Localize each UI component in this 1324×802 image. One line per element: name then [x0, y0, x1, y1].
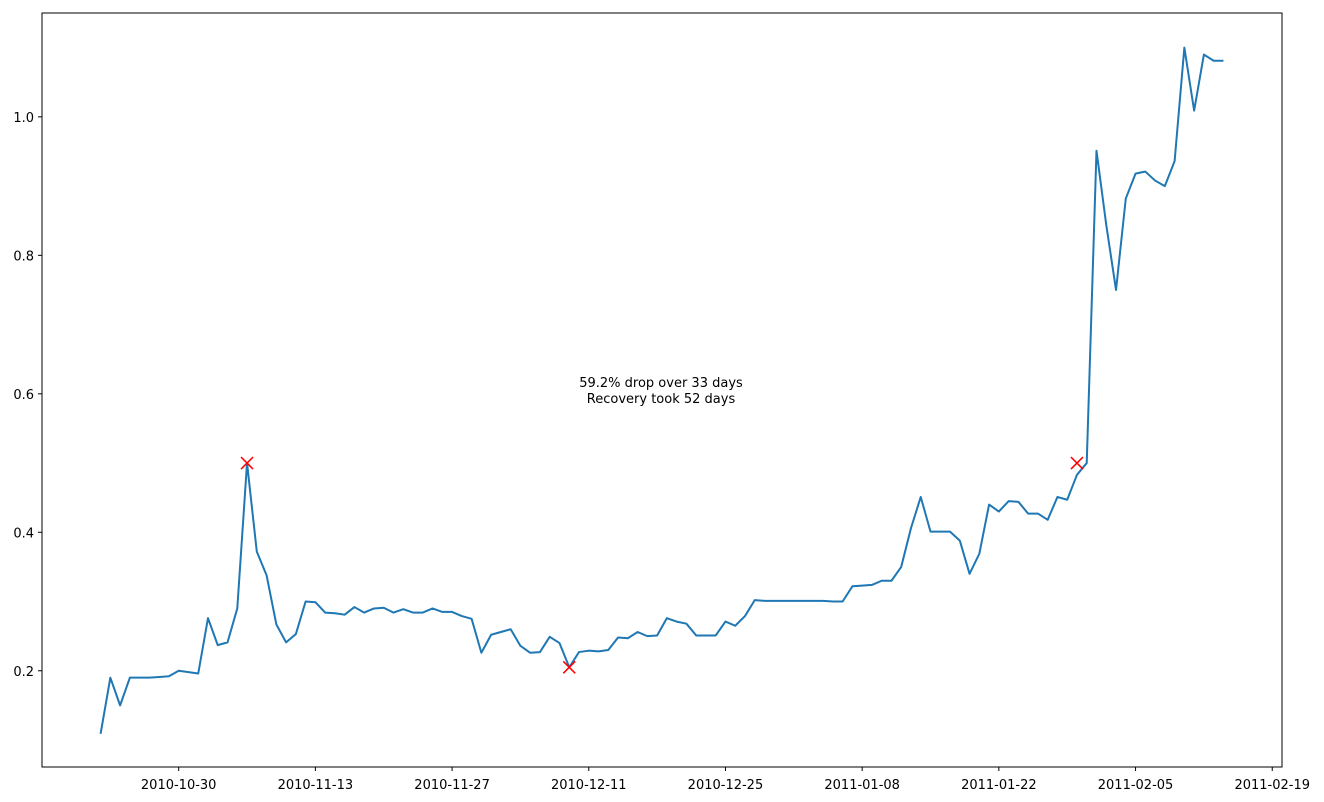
y-tick-label: 1.0	[13, 111, 34, 126]
x-tick-label: 2010-11-13	[278, 778, 354, 793]
x-tick-label: 2010-10-30	[141, 778, 217, 793]
y-tick-label: 0.8	[13, 249, 34, 264]
x-tick-label: 2011-02-05	[1098, 778, 1174, 793]
marker	[1070, 456, 1084, 470]
x-tick-label: 2011-01-22	[961, 778, 1037, 793]
y-tick-label: 0.4	[13, 526, 34, 541]
y-tick-label: 0.6	[13, 388, 34, 403]
marker	[562, 660, 576, 674]
x-tick-label: 2010-12-25	[688, 778, 764, 793]
x-tick-label: 2010-12-11	[551, 778, 627, 793]
data-line	[99, 46, 1224, 734]
x-tick-label: 2011-01-08	[824, 778, 900, 793]
x-tick-label: 2010-11-27	[414, 778, 490, 793]
marker	[240, 456, 254, 470]
y-tick-label: 0.2	[13, 665, 34, 680]
plot-frame	[41, 12, 1283, 768]
annotation: 59.2% drop over 33 days	[579, 376, 743, 391]
x-tick-label: 2011-02-19	[1234, 778, 1310, 793]
annotation: Recovery took 52 days	[587, 392, 736, 407]
